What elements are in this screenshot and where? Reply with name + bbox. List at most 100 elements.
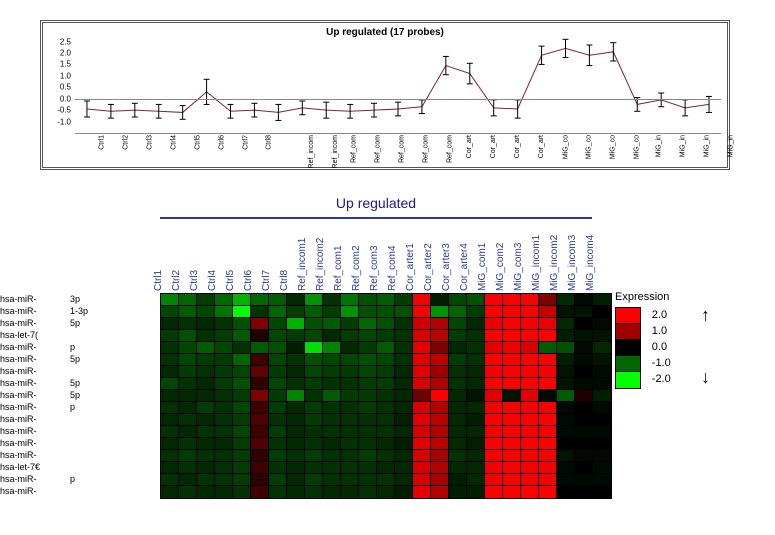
heatmap-cell (395, 342, 413, 354)
heatmap-cell (431, 354, 449, 366)
y-axis: -1.0-0.50.00.51.01.52.02.5 (47, 37, 73, 133)
heatmap-cell (377, 330, 395, 342)
heatmap-cell (539, 366, 557, 378)
heatmap-cell (449, 486, 467, 498)
heatmap-cell (323, 330, 341, 342)
heatmap-cell (449, 330, 467, 342)
heatmap-cell (215, 306, 233, 318)
heatmap-cell (575, 486, 593, 498)
heatmap-cell (323, 306, 341, 318)
heatmap-cell (575, 474, 593, 486)
heatmap-cell (287, 438, 305, 450)
heatmap-cell (287, 354, 305, 366)
heatmap-cell (503, 450, 521, 462)
heatmap-cell (521, 306, 539, 318)
heatmap-cell (269, 318, 287, 330)
heatmap-cell (359, 486, 377, 498)
heatmap-cell (341, 318, 359, 330)
column-label: Cor_arter4 (459, 243, 470, 291)
expression-legend: Expression 2.01.00.0-1.0-2.0 ↑ ↓ (615, 291, 671, 389)
heatmap-cell (161, 438, 179, 450)
heatmap-cell (233, 306, 251, 318)
heatmap-cell (161, 366, 179, 378)
heatmap-cell (521, 294, 539, 306)
column-label: Ctrl1 (153, 270, 164, 291)
heatmap-cell (395, 462, 413, 474)
heatmap-cell (593, 354, 611, 366)
column-label: Ctrl6 (243, 270, 254, 291)
heatmap-cell (485, 426, 503, 438)
heatmap-cell (233, 390, 251, 402)
heatmap-cell (341, 402, 359, 414)
heatmap-cell (449, 462, 467, 474)
heatmap-cell (395, 306, 413, 318)
heatmap-cell (395, 474, 413, 486)
heatmap-cell (503, 354, 521, 366)
column-label: MiG_com2 (495, 243, 506, 291)
heatmap-cell (485, 306, 503, 318)
heatmap-cell (413, 354, 431, 366)
heatmap-cell (503, 474, 521, 486)
heatmap-cell (161, 330, 179, 342)
heatmap-cell (539, 402, 557, 414)
heatmap-cell (485, 342, 503, 354)
heatmap-cell (323, 354, 341, 366)
column-label: MiG_com3 (513, 243, 524, 291)
heatmap-cell (197, 390, 215, 402)
heatmap-cell (215, 390, 233, 402)
heatmap-cell (251, 474, 269, 486)
heatmap-cell (161, 462, 179, 474)
row-label: hsa-miR- (0, 437, 156, 449)
heatmap-cell (305, 318, 323, 330)
heatmap-cell (197, 318, 215, 330)
heatmap-cell (215, 354, 233, 366)
heatmap-row (161, 462, 611, 474)
heatmap-cell (287, 306, 305, 318)
heatmap-cell (593, 378, 611, 390)
legend-tick: 1.0 (652, 323, 671, 339)
heatmap-cell (215, 438, 233, 450)
row-label: hsa-miR-p (0, 341, 156, 353)
heatmap-cell (341, 438, 359, 450)
row-label: hsa-miR-1-3p (0, 305, 156, 317)
heatmap-underline (160, 217, 592, 219)
heatmap-cell (359, 402, 377, 414)
heatmap-cell (341, 342, 359, 354)
heatmap-cell (215, 486, 233, 498)
heatmap-row (161, 474, 611, 486)
heatmap-row (161, 450, 611, 462)
heatmap-cell (269, 342, 287, 354)
heatmap-cell (179, 354, 197, 366)
heatmap-cell (503, 390, 521, 402)
column-label: Ref_com3 (369, 245, 380, 291)
heatmap-cell (539, 294, 557, 306)
heatmap-cell (359, 306, 377, 318)
heatmap-cell (269, 414, 287, 426)
heatmap-cell (485, 294, 503, 306)
heatmap-cell (557, 426, 575, 438)
heatmap-cell (521, 342, 539, 354)
heatmap-cell (413, 294, 431, 306)
heatmap-cell (251, 426, 269, 438)
heatmap-cell (215, 342, 233, 354)
column-label: MiG_incom3 (567, 235, 578, 291)
heatmap-cell (395, 378, 413, 390)
heatmap-cell (575, 462, 593, 474)
heatmap-cell (503, 366, 521, 378)
heatmap-cell (359, 318, 377, 330)
heatmap-cell (377, 450, 395, 462)
heatmap-cell (503, 330, 521, 342)
heatmap-cell (197, 414, 215, 426)
heatmap-cell (413, 438, 431, 450)
row-label: hsa-miR-5p (0, 317, 156, 329)
heatmap-cell (557, 354, 575, 366)
row-label: hsa-miR- (0, 485, 156, 497)
heatmap-cell (287, 474, 305, 486)
heatmap-cell (377, 378, 395, 390)
heatmap-cell (179, 318, 197, 330)
heatmap-cell (431, 390, 449, 402)
heatmap-cell (269, 402, 287, 414)
heatmap-cell (197, 366, 215, 378)
row-label: hsa-miR-5p (0, 353, 156, 365)
column-label: Ref_incom2 (315, 238, 326, 291)
